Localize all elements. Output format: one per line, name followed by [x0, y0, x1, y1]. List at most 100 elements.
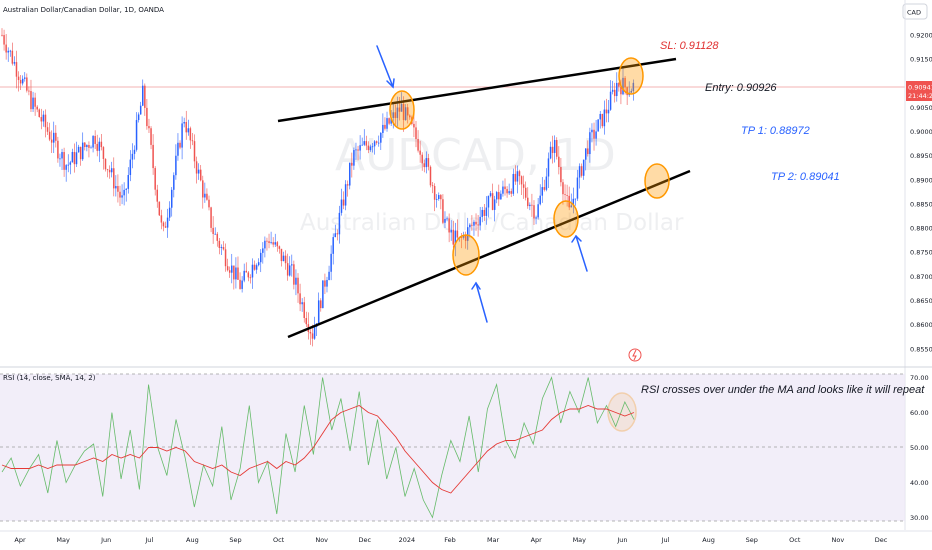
candle-body	[493, 199, 496, 210]
candle-body	[467, 227, 469, 241]
rsi-note[interactable]: RSI crosses over under the MA and looks …	[641, 384, 925, 396]
candle-body	[57, 140, 59, 159]
candle-body	[280, 248, 283, 262]
candle-body	[402, 103, 405, 121]
candle-body	[421, 154, 423, 164]
candle-body	[274, 242, 276, 245]
tp1-label[interactable]: TP 1: 0.88972	[741, 125, 810, 137]
candle-body	[170, 189, 173, 208]
candle-body	[243, 270, 245, 281]
candle-body	[481, 209, 483, 217]
candle-body	[86, 144, 88, 147]
candle-body	[119, 191, 121, 198]
candle-body	[353, 150, 355, 166]
rsi-tick-label: 40.00	[910, 479, 929, 487]
candle-body	[435, 198, 438, 200]
candle-body	[454, 230, 457, 245]
candle-body	[423, 163, 426, 168]
candle-body	[88, 144, 90, 148]
candle-body	[632, 82, 635, 91]
watermark-name: Australian Dollar/Canadian Dollar	[300, 210, 684, 236]
candle-body	[228, 270, 231, 273]
candle-body	[295, 277, 297, 285]
candle-body	[578, 166, 581, 178]
candle-body	[626, 87, 628, 96]
time-tick-label: 2024	[399, 536, 416, 544]
candle-body	[363, 141, 365, 145]
time-tick-label: Mar	[487, 536, 500, 544]
candle-body	[65, 165, 67, 170]
candle-body	[251, 264, 254, 278]
rsi-axis[interactable]: 70.00 60.00 50.00 40.00 30.00	[910, 374, 929, 522]
time-axis[interactable]: Apr May Jun Jul Aug Sep Oct Nov Dec 2024 Feb Mar Apr…	[14, 536, 887, 544]
candle-body	[624, 77, 626, 88]
time-tick-label: Sep	[229, 536, 241, 544]
candle-body	[570, 205, 572, 208]
candle-body	[545, 176, 548, 190]
candle-body	[479, 216, 481, 226]
candle-body	[299, 293, 301, 305]
candle-body	[42, 114, 45, 122]
candle-body	[440, 195, 442, 200]
candle-body	[605, 109, 608, 114]
candle-body	[607, 109, 610, 114]
candle-body	[260, 252, 262, 263]
currency-badge[interactable]: CAD	[902, 3, 928, 20]
candle-body	[380, 132, 382, 143]
lightning-icon[interactable]	[628, 348, 642, 362]
candle-body	[212, 227, 214, 235]
candle-body	[365, 141, 368, 146]
candle-body	[508, 191, 510, 194]
candle-body	[471, 224, 473, 226]
watermark-symbol: AUDCAD, 1D	[335, 130, 616, 181]
candle-body	[233, 265, 235, 280]
candle-body	[191, 140, 194, 142]
candle-body	[587, 148, 589, 155]
candle-body	[206, 193, 208, 200]
candle-body	[324, 280, 326, 287]
candle-body	[556, 140, 558, 157]
candle-body	[392, 112, 394, 118]
circle-touch-feb	[452, 234, 480, 276]
candle-body	[344, 184, 347, 206]
candle-body	[181, 123, 183, 148]
candle-body	[32, 97, 34, 110]
candle-body	[326, 279, 328, 287]
candle-body	[584, 148, 587, 160]
symbol-title[interactable]: Australian Dollar/Canadian Dollar, 1D, O…	[3, 6, 164, 14]
candle-body	[154, 168, 156, 190]
candle-body	[102, 147, 105, 159]
tp2-label[interactable]: TP 2: 0.89041	[771, 171, 840, 183]
candle-body	[351, 162, 353, 166]
main-pane[interactable]	[0, 28, 905, 347]
candle-body	[117, 186, 119, 192]
entry-label[interactable]: Entry: 0.90926	[705, 82, 777, 94]
candle-body	[560, 167, 562, 183]
candle-body	[84, 142, 86, 147]
candle-body	[30, 91, 32, 110]
time-tick-label: Jun	[616, 536, 627, 544]
candle-body	[618, 82, 620, 87]
candle-body	[425, 158, 428, 168]
candle-body	[334, 233, 337, 238]
stop-loss-label[interactable]: SL: 0.91128	[660, 40, 719, 52]
candle-body	[384, 124, 386, 129]
candle-body	[121, 195, 123, 198]
candle-body	[313, 326, 316, 339]
rsi-title[interactable]: RSI (14, close, SMA, 14, 2)	[3, 374, 96, 382]
candle-body	[249, 277, 252, 279]
candle-body	[562, 182, 564, 195]
candle-body	[357, 149, 359, 151]
candle-body	[518, 171, 521, 177]
lower-trendline[interactable]	[287, 169, 691, 339]
rsi-pane[interactable]	[0, 373, 905, 522]
candle-body	[349, 162, 351, 186]
candle-body	[371, 146, 374, 148]
candle-body	[266, 240, 268, 242]
candle-body	[156, 189, 158, 202]
upper-trendline[interactable]	[277, 57, 677, 123]
